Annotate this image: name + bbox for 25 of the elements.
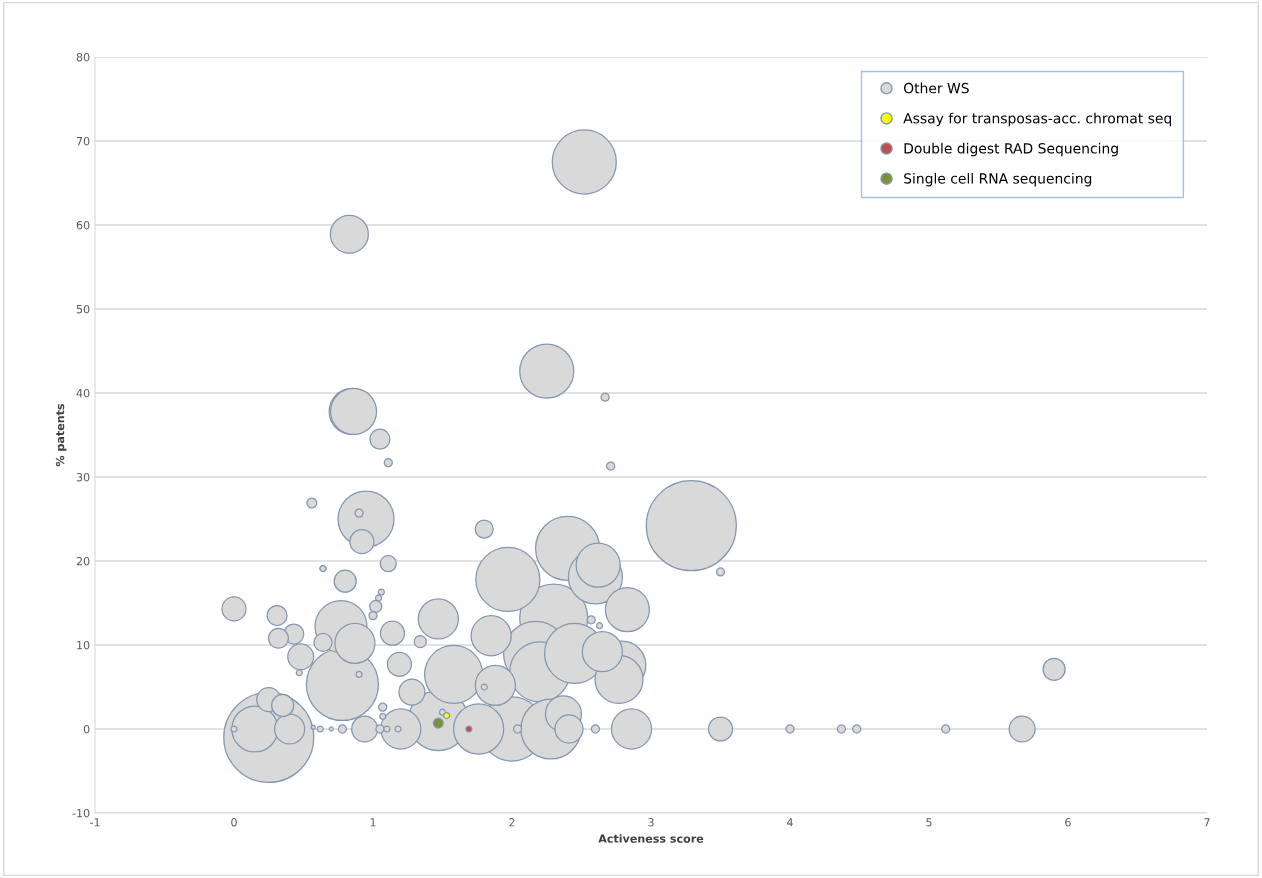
- x-tick-label: 0: [231, 818, 237, 827]
- y-tick-label: 0: [83, 724, 90, 734]
- y-tick-label: 30: [76, 472, 90, 482]
- y-tick-label: 20: [76, 556, 90, 566]
- y-axis-title: % patents: [55, 403, 67, 467]
- x-tick-label: 6: [1065, 818, 1071, 827]
- x-tick-label: -1: [90, 818, 100, 827]
- y-tick-label: 50: [76, 304, 90, 314]
- legend-label: Assay for transposas-acc. chromat seq: [903, 112, 1172, 127]
- legend-label: Single cell RNA sequencing: [904, 172, 1092, 187]
- x-tick-label: 5: [926, 818, 932, 827]
- legend-label: Other WS: [903, 82, 969, 94]
- x-axis-title: Activeness score: [598, 834, 704, 843]
- y-tick-label: -10: [72, 808, 90, 818]
- x-tick-label: 4: [787, 818, 793, 827]
- x-tick-label: 2: [509, 818, 515, 827]
- y-tick-label: 40: [76, 388, 90, 398]
- y-tick-label: 70: [76, 136, 90, 146]
- legend-label: Double digest RAD Sequencing: [904, 142, 1118, 157]
- x-tick-label: 7: [1204, 818, 1210, 827]
- x-tick-label: 1: [370, 818, 376, 827]
- x-tick-label: 3: [648, 818, 654, 827]
- y-tick-label: 10: [77, 640, 90, 650]
- y-tick-label: 60: [76, 220, 90, 230]
- y-tick-label: 80: [76, 52, 90, 62]
